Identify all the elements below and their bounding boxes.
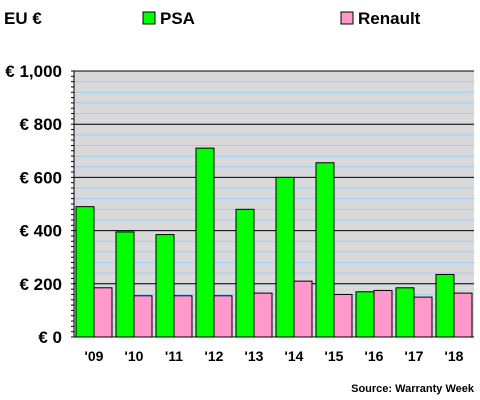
x-tick-label: '14 (285, 348, 304, 364)
x-tick-label: '15 (325, 348, 344, 364)
bar-psa (275, 176, 295, 338)
bar-psa (155, 234, 175, 338)
y-tick-label: € 600 (19, 168, 62, 187)
bar-psa (315, 162, 335, 338)
y-tick-label: € 1,000 (5, 62, 62, 81)
bar-renault (413, 296, 433, 338)
bar-psa (115, 231, 135, 338)
bar-psa (355, 291, 375, 338)
bar-renault (133, 295, 153, 338)
bar-renault (253, 292, 273, 338)
x-tick-label: '13 (245, 348, 264, 364)
x-axis-ticks: '09 '10 '11 '12 '13 '14 '15 '16 '17 '18 (85, 348, 464, 364)
x-tick-label: '11 (165, 348, 183, 364)
x-tick-label: '17 (405, 348, 424, 364)
bar-psa (235, 208, 255, 338)
x-tick-label: '09 (85, 348, 104, 364)
bar-renault (93, 287, 113, 338)
legend-label-renault: Renault (358, 9, 421, 28)
bar-renault (453, 292, 473, 338)
bar-renault (373, 289, 393, 338)
y-tick-label: € 0 (38, 328, 62, 347)
legend: PSA Renault (142, 9, 421, 28)
y-tick-label: € 200 (19, 275, 62, 294)
bar-renault (213, 295, 233, 338)
legend-label-psa: PSA (160, 9, 195, 28)
x-tick-label: '12 (205, 348, 224, 364)
bar-psa (395, 287, 415, 338)
source-note: Source: Warranty Week (351, 383, 475, 395)
bar-psa (75, 206, 95, 338)
unit-label: EU € (4, 9, 42, 28)
legend-swatch-renault (340, 11, 354, 25)
y-tick-label: € 800 (19, 115, 62, 134)
plot-area (71, 70, 474, 338)
bar-psa (195, 147, 215, 338)
bar-psa (435, 273, 455, 338)
y-axis-ticks: € 0 € 200 € 400 € 600 € 800 € 1,000 (5, 62, 62, 347)
bar-renault (293, 280, 313, 338)
legend-swatch-psa (142, 11, 156, 25)
y-tick-label: € 400 (19, 222, 62, 241)
x-tick-label: '16 (365, 348, 384, 364)
bar-renault (173, 295, 193, 338)
x-tick-label: '10 (125, 348, 144, 364)
x-tick-label: '18 (445, 348, 464, 364)
bar-renault (333, 293, 353, 338)
